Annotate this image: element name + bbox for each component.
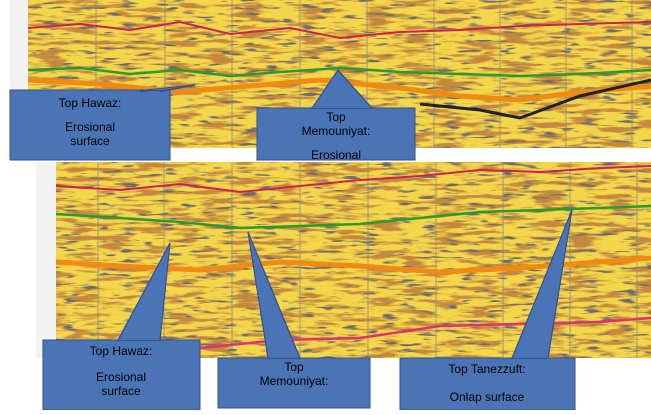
callout-text: Erosional <box>311 148 361 162</box>
callout-title: Top Hawaz: <box>90 344 153 358</box>
figure: Top Hawaz: Erosional surface Top Memouni… <box>0 0 651 410</box>
callout-title: Top <box>326 110 346 124</box>
callout: Top Hawaz: Erosional surface <box>10 85 195 160</box>
callout-text: Erosional <box>65 120 115 134</box>
callout-title: Memouniyat: <box>302 124 371 138</box>
callout-title: Top <box>284 360 304 374</box>
callout-title: Top Hawaz: <box>59 96 122 110</box>
callout-text: Erosional <box>96 370 146 384</box>
callout-title: Top Tanezzuft: <box>448 362 525 376</box>
callout-text: Onlap surface <box>450 390 525 404</box>
callout-text: surface <box>70 134 110 148</box>
callout-text: surface <box>101 384 141 398</box>
page: Top Hawaz: Erosional surface Top Memouni… <box>0 0 651 410</box>
callout-title: Memouniyat: <box>260 374 329 388</box>
